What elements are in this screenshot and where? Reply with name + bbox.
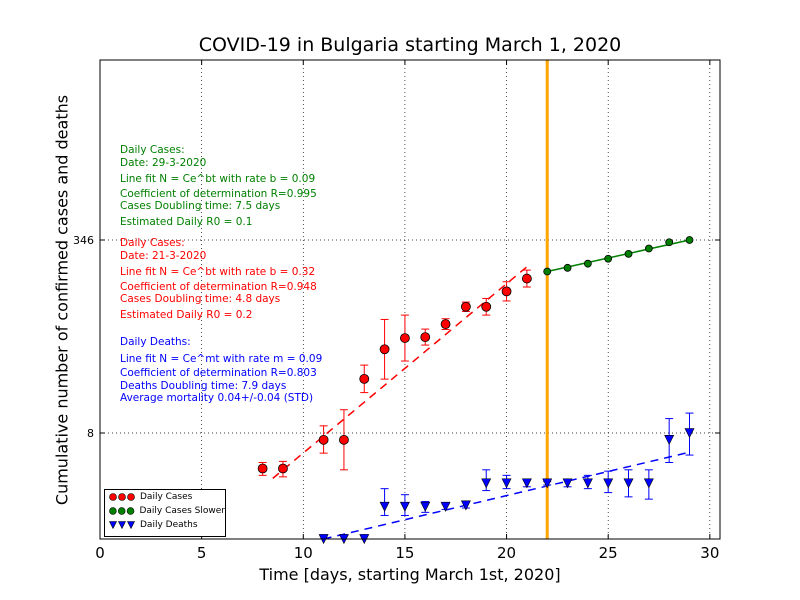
annotation-line: Deaths Doubling time: 7.9 days xyxy=(120,379,287,392)
x-tick-label: 10 xyxy=(294,544,313,562)
fit-line-deaths xyxy=(323,451,690,540)
annotation-line: Coefficient of determination R=0.948 xyxy=(120,280,317,293)
annotation-line: Date: 21-3-2020 xyxy=(120,249,207,262)
legend-item-slower: Daily Cases Slower xyxy=(105,504,225,518)
data-point-slower xyxy=(583,259,592,268)
data-points xyxy=(257,236,695,545)
legend-item-deaths: Daily Deaths xyxy=(105,518,225,532)
annotation-cases: Daily Cases: Date: 21-3-2020 Line fit N … xyxy=(120,237,317,321)
data-point-deaths xyxy=(582,478,593,489)
data-point-deaths xyxy=(379,501,390,512)
annotation-line: Line fit N = Ce^bt with rate b = 0.32 xyxy=(120,266,316,278)
data-point-cases xyxy=(501,286,512,297)
data-point-slower xyxy=(563,263,572,272)
data-point-deaths xyxy=(521,478,532,489)
data-point-deaths xyxy=(603,478,614,489)
annotation-line: Estimated Daily R0 = 0.2 xyxy=(120,308,253,321)
data-point-deaths xyxy=(643,478,654,489)
y-tick-label: 346 xyxy=(73,234,94,247)
annotation-slower: Daily Cases: Date: 29-3-2020 Line fit N … xyxy=(120,144,317,228)
legend-label: Daily Deaths xyxy=(140,520,198,530)
error-bars xyxy=(258,269,694,540)
data-point-cases xyxy=(318,434,329,445)
annotation-line: Date: 29-3-2020 xyxy=(120,156,207,169)
data-point-deaths xyxy=(481,478,492,489)
data-point-deaths xyxy=(460,500,471,511)
x-tick-label: 5 xyxy=(197,544,207,562)
annotation-line: Coefficient of determination R=0.803 xyxy=(120,367,317,379)
data-point-deaths xyxy=(623,478,634,489)
data-point-cases xyxy=(379,344,390,355)
data-point-cases xyxy=(420,332,431,342)
data-point-deaths xyxy=(684,428,695,439)
x-tick-label: 20 xyxy=(497,544,516,562)
annotation-line: Coefficient of determination R=0.995 xyxy=(120,187,317,200)
y-axis-label: Cumulative number of confirmed cases and… xyxy=(52,94,72,506)
annotation-line: Line fit N = Ce^mt with rate m = 0.09 xyxy=(120,352,323,365)
legend-marker-cases xyxy=(109,493,135,501)
data-point-cases xyxy=(440,319,451,330)
data-point-cases xyxy=(257,463,268,474)
y-tick-label: 8 xyxy=(87,427,94,440)
grid-lines xyxy=(100,60,720,539)
data-point-deaths xyxy=(542,478,553,489)
data-point-cases xyxy=(339,434,349,445)
x-axis-label: Time [days, starting March 1st, 2020] xyxy=(259,565,561,584)
data-point-slower xyxy=(624,249,633,258)
x-tick-label: 25 xyxy=(599,544,618,562)
plot-area xyxy=(100,60,720,539)
data-point-cases xyxy=(359,373,370,384)
data-point-cases xyxy=(278,463,288,474)
data-point-deaths xyxy=(399,501,410,512)
data-point-slower xyxy=(644,244,653,253)
data-point-cases xyxy=(461,301,471,312)
data-point-deaths xyxy=(664,435,675,446)
data-point-cases xyxy=(521,273,532,284)
chart-legend: Daily Cases Daily Cases Slower Daily Dea… xyxy=(104,489,226,537)
data-point-slower xyxy=(604,254,613,263)
legend-item-cases: Daily Cases xyxy=(105,490,225,504)
plot-frame xyxy=(99,59,721,540)
annotation-line: Cases Doubling time: 4.8 days xyxy=(120,293,281,305)
data-point-slower xyxy=(665,238,674,247)
annotation-line: Daily Cases: xyxy=(120,237,185,249)
data-point-cases xyxy=(481,301,492,312)
legend-marker-slower xyxy=(109,507,135,515)
data-point-cases xyxy=(400,333,410,343)
chart-title: COVID-19 in Bulgaria starting March 1, 2… xyxy=(198,34,622,56)
axis-ticks: 0 5 10 15 20 25 30 8 346 xyxy=(73,60,720,562)
data-point-slower xyxy=(543,267,552,276)
data-point-slower xyxy=(685,236,694,244)
data-point-deaths xyxy=(562,478,573,489)
annotation-line: Estimated Daily R0 = 0.1 xyxy=(120,215,253,228)
annotation-line: Daily Cases: xyxy=(120,144,185,156)
legend-label: Daily Cases Slower xyxy=(139,506,225,516)
data-point-deaths xyxy=(440,501,451,512)
annotation-line: Cases Doubling time: 7.5 days xyxy=(120,200,281,212)
data-point-deaths xyxy=(420,501,431,512)
annotation-line: Line fit N = Ce^bt with rate b = 0.09 xyxy=(120,173,316,185)
x-tick-label: 30 xyxy=(700,544,719,562)
annotation-deaths: Daily Deaths: Line fit N = Ce^mt with ra… xyxy=(120,336,322,405)
legend-marker-deaths xyxy=(109,521,135,530)
annotation-line: Average mortality 0.04+/-0.04 (STD) xyxy=(120,392,314,404)
legend-label: Daily Cases xyxy=(140,492,193,502)
x-tick-label: 15 xyxy=(395,544,414,562)
annotation-line: Daily Deaths: xyxy=(120,336,191,348)
data-point-deaths xyxy=(501,478,512,489)
x-tick-label: 0 xyxy=(95,544,105,562)
